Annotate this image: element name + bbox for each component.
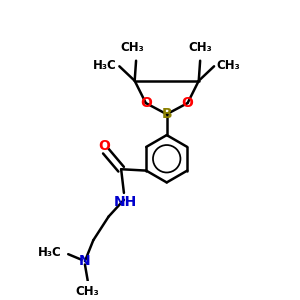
Text: O: O: [140, 96, 152, 110]
Text: O: O: [98, 139, 110, 153]
Text: CH₃: CH₃: [120, 41, 144, 54]
Text: NH: NH: [114, 195, 137, 209]
Text: CH₃: CH₃: [188, 41, 212, 54]
Text: H₃C: H₃C: [38, 246, 61, 259]
Text: CH₃: CH₃: [76, 285, 100, 298]
Text: CH₃: CH₃: [217, 59, 241, 72]
Text: H₃C: H₃C: [93, 59, 117, 72]
Text: O: O: [182, 96, 194, 110]
Text: N: N: [79, 254, 91, 268]
Text: B: B: [161, 107, 172, 121]
